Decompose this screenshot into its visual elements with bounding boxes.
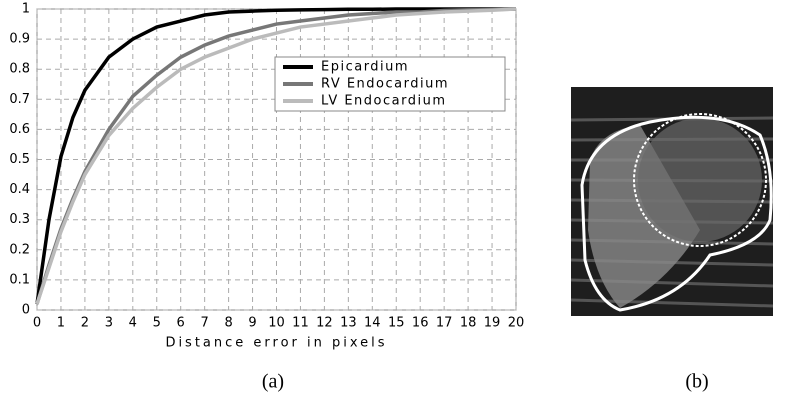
y-tick-label: 0.8 <box>9 62 30 77</box>
x-tick-label: 6 <box>177 316 185 331</box>
x-tick-label: 7 <box>201 316 209 331</box>
legend-box <box>274 56 506 112</box>
y-tick-label: 0.6 <box>9 122 30 137</box>
x-tick-label: 16 <box>412 316 429 331</box>
x-tick-label: 10 <box>268 316 285 331</box>
x-tick-label: 8 <box>224 316 232 331</box>
y-tick-label: 0.2 <box>9 242 30 257</box>
x-tick-label: 18 <box>460 316 477 331</box>
x-tick-label: 17 <box>436 316 453 331</box>
x-tick-label: 13 <box>340 316 357 331</box>
y-tick-label: 0 <box>22 303 30 318</box>
x-tick-label: 12 <box>316 316 333 331</box>
y-tick-label: 1 <box>22 2 30 17</box>
x-tick-label: 2 <box>81 316 89 331</box>
x-axis-label: Distance error in pixels <box>165 336 387 351</box>
caption: (b) <box>685 371 708 393</box>
x-tick-label: 0 <box>33 316 41 331</box>
x-tick-label: 1 <box>57 316 65 331</box>
y-tick-label: 0.3 <box>9 212 30 227</box>
x-tick-label: 20 <box>508 316 525 331</box>
x-tick-label: 11 <box>292 316 309 331</box>
x-tick-label: 5 <box>153 316 161 331</box>
x-tick-label: 15 <box>388 316 405 331</box>
legend-label: Epicardium <box>321 60 409 75</box>
series-line <box>35 7 517 305</box>
y-tick-label: 0.4 <box>9 182 30 197</box>
x-tick-label: 14 <box>364 316 381 331</box>
x-tick-label: 4 <box>129 316 137 331</box>
x-tick-label: 19 <box>484 316 501 331</box>
y-tick-label: 0.5 <box>9 152 30 167</box>
x-tick-label: 3 <box>105 316 113 331</box>
endocardium-contour <box>633 113 767 247</box>
caption: (a) <box>262 371 284 393</box>
y-tick-label: 0.7 <box>9 92 30 107</box>
series-line <box>35 7 516 305</box>
mri-image <box>570 87 774 316</box>
legend-label: LV Endocardium <box>321 94 447 109</box>
epicardium-contour <box>580 115 773 312</box>
x-tick-label: 9 <box>248 316 256 331</box>
y-tick-label: 0.9 <box>9 32 30 47</box>
legend-label: RV Endocardium <box>321 77 449 92</box>
left-ventricle <box>638 118 762 242</box>
y-tick-label: 0.1 <box>9 272 30 287</box>
right-ventricle <box>588 125 700 308</box>
